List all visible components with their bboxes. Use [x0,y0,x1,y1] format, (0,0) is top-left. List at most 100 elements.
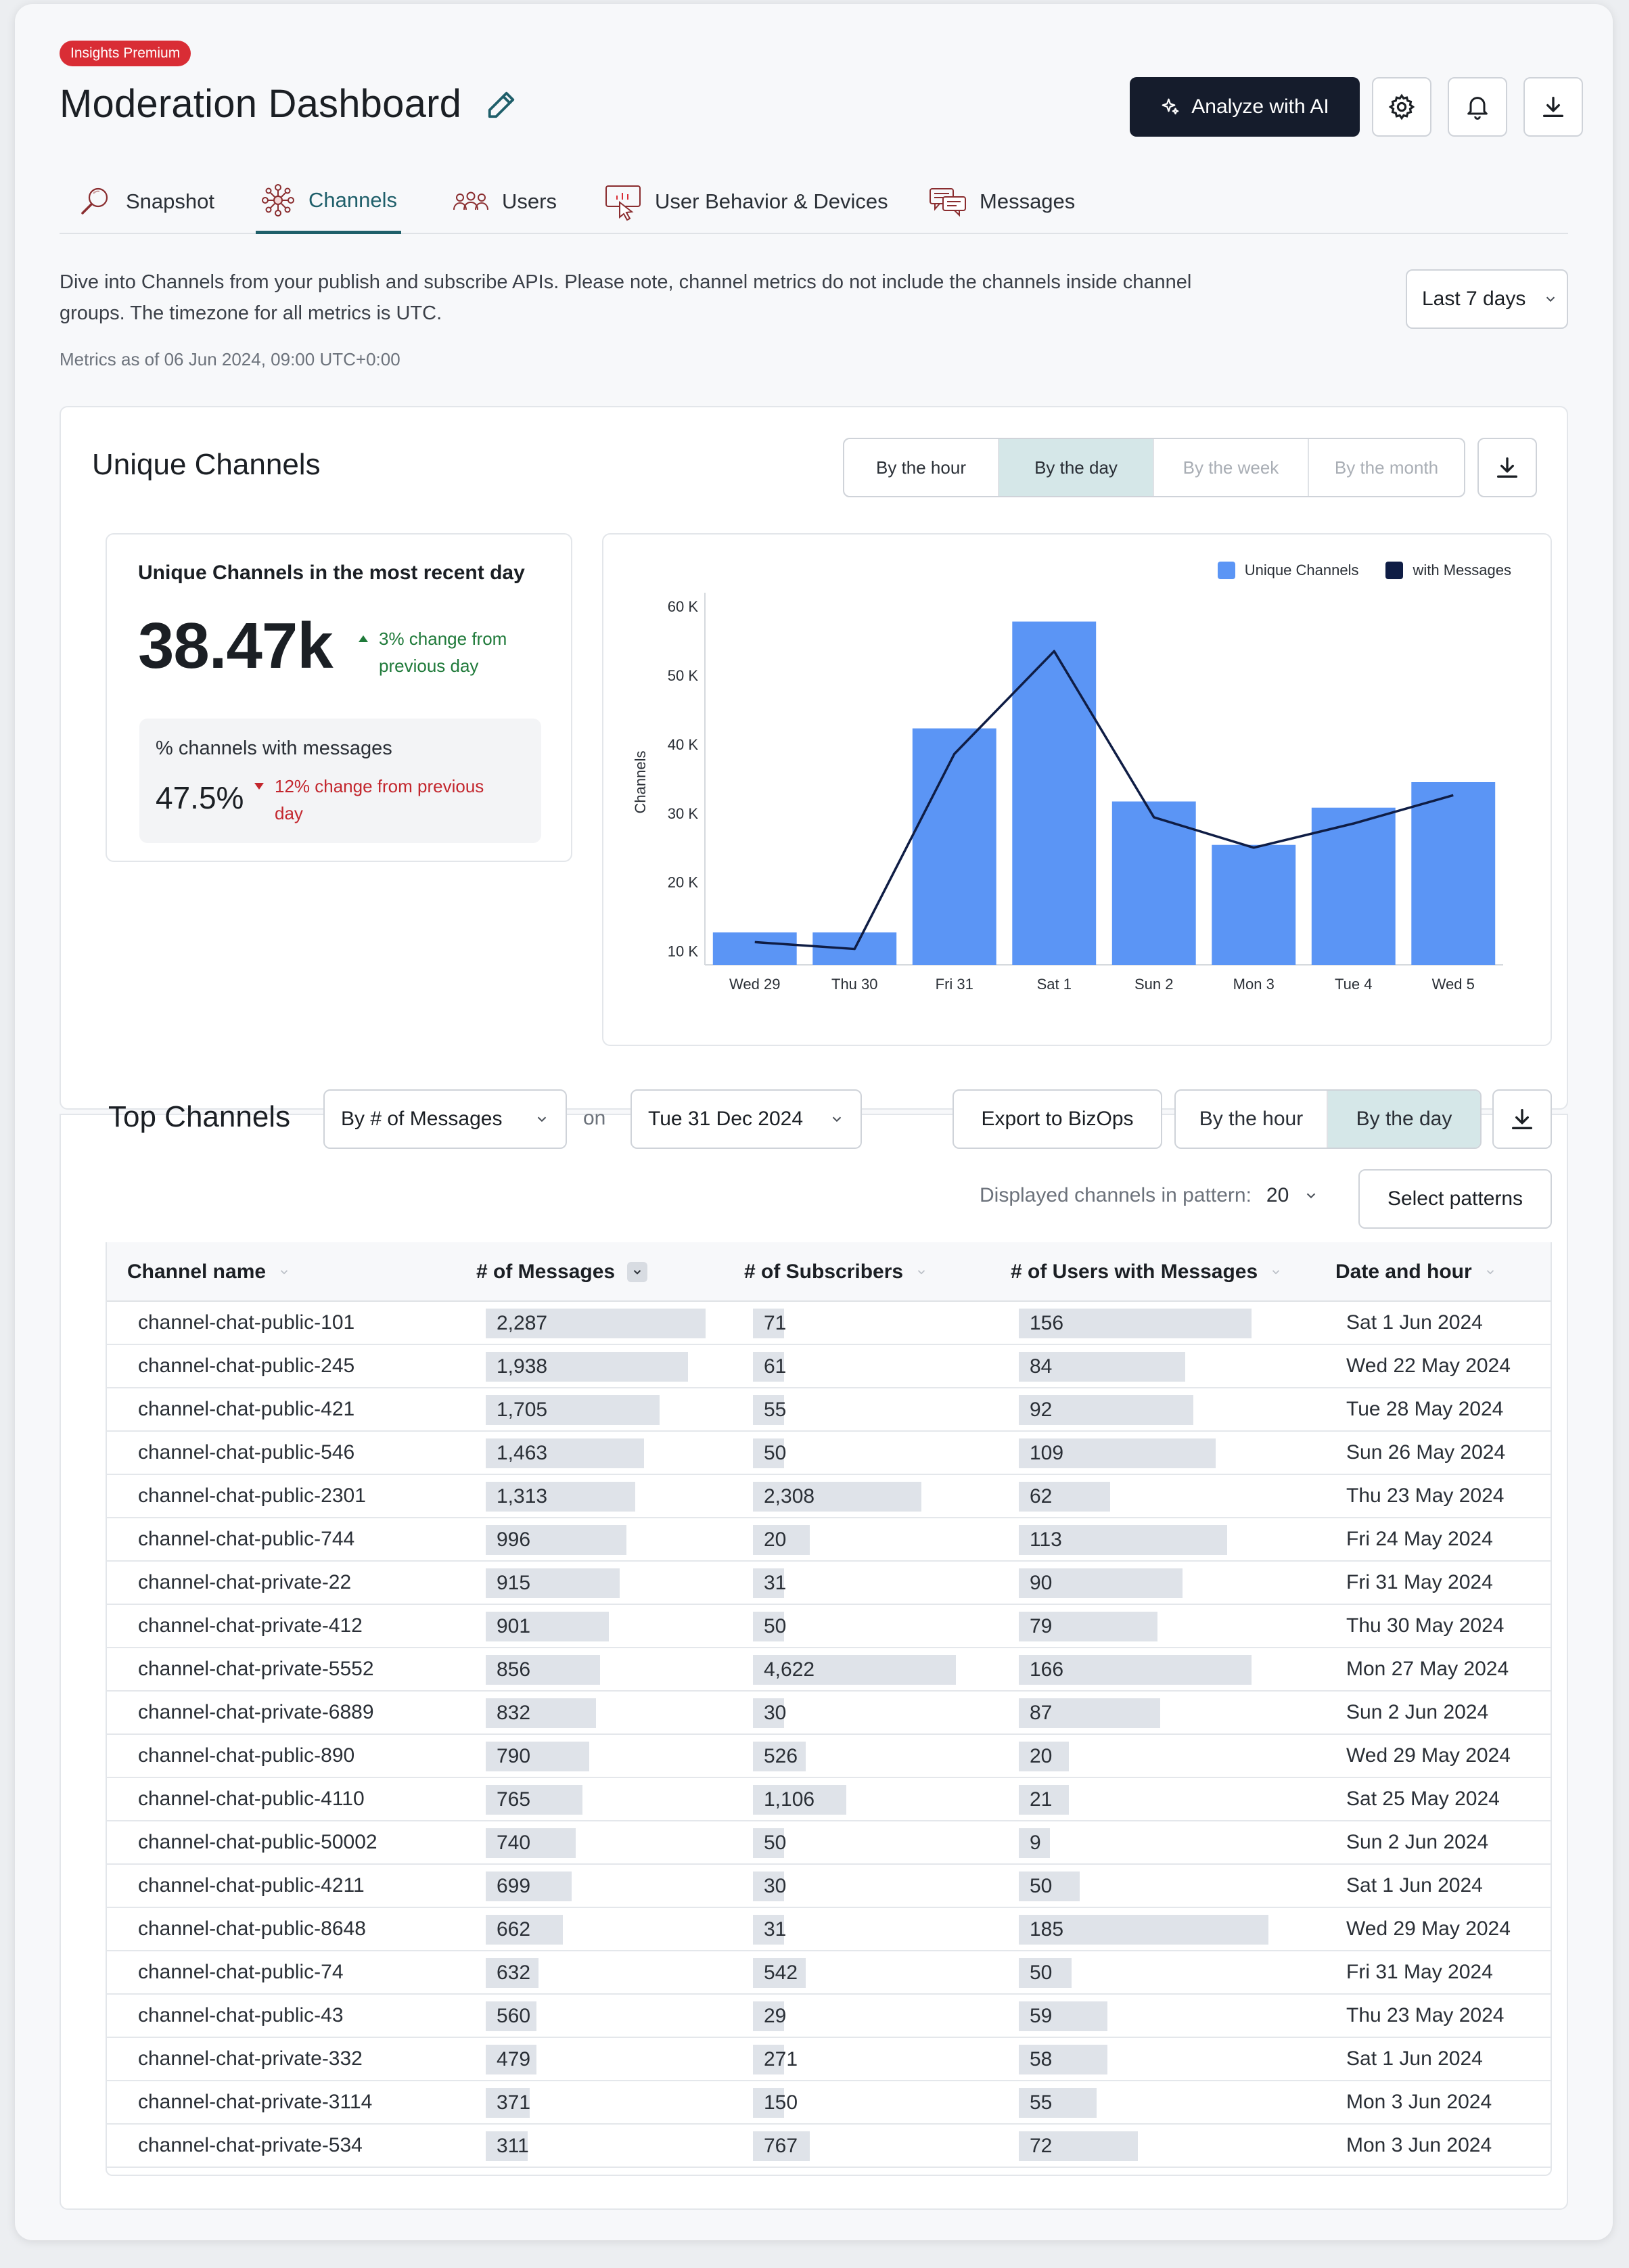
tab-channels[interactable]: Channels [256,169,401,234]
col-channel-name[interactable]: Channel name [127,1242,290,1302]
cell-subscribers-bar [753,1395,784,1425]
cell-date-hour: Wed 29 May 2024 [1346,1744,1511,1767]
table-row[interactable]: channel-chat-public-50002 740 50 9 Sun 2 Jun… [107,1821,1551,1865]
cell-users-with-messages-bar [1019,1698,1161,1728]
table-row[interactable]: channel-chat-public-8648 662 31 185 Wed 29 M… [107,1908,1551,1951]
table-row[interactable]: channel-chat-public-421 1,705 55 92 Tue 28 M… [107,1388,1551,1432]
cell-subscribers-value: 1,106 [764,1788,815,1811]
unique-stat-card: Unique Channels in the most recent day 3… [106,533,572,862]
chevron-down-icon [1486,1270,1494,1275]
table-row[interactable]: channel-chat-public-245 1,938 61 84 Wed 22 M… [107,1345,1551,1388]
sub-stat-box: % channels with messages 47.5% 12% chang… [139,719,541,843]
table-row[interactable]: channel-chat-public-4110 765 1,106 21 Sat 25… [107,1778,1551,1821]
export-bizops-button[interactable]: Export to BizOps [953,1089,1162,1149]
top-download-button[interactable] [1492,1089,1552,1149]
cell-subscribers: 1,106 [753,1785,956,1815]
col-subscribers[interactable]: # of Subscribers [744,1242,927,1302]
tab-user-behavior[interactable]: User Behavior & Devices [599,169,892,234]
table-row[interactable]: channel-chat-private-534 311 767 72 Mon 3 Ju… [107,2125,1551,2168]
table-row[interactable]: channel-chat-private-22 915 31 90 Fri 31 May… [107,1562,1551,1605]
table-row[interactable]: channel-chat-private-3114 371 150 55 Mon 3 J… [107,2081,1551,2125]
settings-button[interactable] [1372,77,1431,137]
granularity-hour[interactable]: By the hour [844,439,999,496]
cell-users-with-messages: 113 [1019,1525,1296,1555]
legend-messages[interactable]: with Messages [1385,562,1511,579]
table-row[interactable]: channel-chat-public-74 632 542 50 Fri 31 May… [107,1951,1551,1995]
table-row[interactable]: channel-chat-public-2301 1,313 2,308 62 Thu … [107,1475,1551,1518]
top-granularity-day[interactable]: By the day [1328,1091,1480,1148]
cell-messages: 479 [486,2045,706,2074]
cell-channel-name: channel-chat-public-890 [138,1744,355,1767]
cell-subscribers: 767 [753,2131,956,2161]
cell-subscribers: 271 [753,2045,956,2074]
cell-subscribers-bar [753,1828,784,1858]
analyze-ai-button[interactable]: Analyze with AI [1130,77,1360,137]
table-row[interactable]: channel-chat-private-332 479 271 58 Sat 1 Ju… [107,2038,1551,2081]
cell-subscribers-value: 150 [764,2091,798,2114]
col-users-label: # of Users with Messages [1011,1261,1258,1283]
table-row[interactable]: channel-chat-public-744 996 20 113 Fri 24 Ma… [107,1518,1551,1562]
col-users-with-messages[interactable]: # of Users with Messages [1011,1242,1282,1302]
x-tick-label: Wed 5 [1432,976,1475,993]
download-button[interactable] [1523,77,1583,137]
cell-subscribers: 30 [753,1872,956,1901]
cell-messages: 1,463 [486,1438,706,1468]
table-row[interactable]: channel-chat-public-101 2,287 71 156 Sat 1 J… [107,1302,1551,1345]
sort-by-select[interactable]: By # of Messages [323,1089,567,1149]
table-row[interactable]: channel-chat-public-546 1,463 50 109 Sun 26 … [107,1432,1551,1475]
cell-messages: 1,313 [486,1482,706,1512]
cell-subscribers-value: 61 [764,1355,787,1378]
granularity-day[interactable]: By the day [999,439,1154,496]
cell-users-with-messages: 21 [1019,1785,1296,1815]
chevron-down-icon [832,1116,842,1122]
cell-users-with-messages-bar [1019,1828,1050,1858]
cell-channel-name: channel-chat-public-50002 [138,1831,377,1853]
cell-channel-name: channel-chat-public-74 [138,1961,344,1983]
chevron-down-icon [1307,1193,1316,1199]
table-row[interactable]: channel-chat-private-6889 832 30 87 Sun 2 Ju… [107,1692,1551,1735]
pattern-count-control[interactable]: Displayed channels in pattern: 20 [980,1184,1318,1207]
chevron-down-icon [1272,1270,1280,1275]
date-picker[interactable]: Tue 31 Dec 2024 [630,1089,862,1149]
tab-snapshot[interactable]: Snapshot [73,169,219,234]
cursor-screen-icon [605,185,641,221]
cell-subscribers: 50 [753,1612,956,1641]
col-messages[interactable]: # of Messages [476,1242,648,1302]
table-row[interactable]: channel-chat-private-412 901 50 79 Thu 30 Ma… [107,1605,1551,1648]
sub-stat-value: 47.5% [156,780,244,815]
unique-channels-title: Unique Channels [92,448,321,481]
cell-users-with-messages-value: 59 [1030,2005,1053,2027]
tab-messages[interactable]: Messages [924,169,1079,234]
table-row[interactable]: channel-chat-public-4211 699 30 50 Sat 1 Jun… [107,1865,1551,1908]
x-tick-label: Mon 3 [1233,976,1275,993]
cell-date-hour: Tue 28 May 2024 [1346,1398,1504,1420]
download-icon [1512,1109,1532,1129]
cell-users-with-messages-value: 72 [1030,2135,1053,2157]
tab-users[interactable]: Users [448,169,561,234]
cell-users-with-messages: 109 [1019,1438,1296,1468]
notifications-button[interactable] [1448,77,1507,137]
table-row[interactable]: channel-chat-private-5552 856 4,622 166 Mon … [107,1648,1551,1692]
pencil-icon[interactable] [486,89,517,120]
cell-subscribers: 526 [753,1742,956,1771]
cell-users-with-messages: 9 [1019,1828,1296,1858]
cell-messages-bar [486,1482,635,1512]
table-row[interactable]: channel-chat-public-890 790 526 20 Wed 29 Ma… [107,1735,1551,1778]
cell-users-with-messages-bar [1019,1915,1268,1945]
legend-unique[interactable]: Unique Channels [1217,562,1358,579]
cell-channel-name: channel-chat-public-245 [138,1355,355,1377]
select-patterns-button[interactable]: Select patterns [1358,1169,1552,1229]
cell-subscribers: 71 [753,1309,956,1338]
col-date-hour[interactable]: Date and hour [1335,1242,1496,1302]
cell-users-with-messages-bar [1019,1612,1157,1641]
table-row[interactable]: channel-chat-public-43 560 29 59 Thu 23 May … [107,1995,1551,2038]
cell-date-hour: Sat 1 Jun 2024 [1346,2047,1483,2070]
cell-subscribers-value: 2,308 [764,1485,815,1507]
cell-subscribers: 55 [753,1395,956,1425]
unique-download-button[interactable] [1477,438,1537,497]
cell-subscribers-value: 271 [764,2048,798,2070]
date-range-select[interactable]: Last 7 days [1406,269,1568,329]
y-tick-label: 20 K [668,874,699,891]
cell-subscribers: 542 [753,1958,956,1988]
top-granularity-hour[interactable]: By the hour [1176,1091,1328,1148]
